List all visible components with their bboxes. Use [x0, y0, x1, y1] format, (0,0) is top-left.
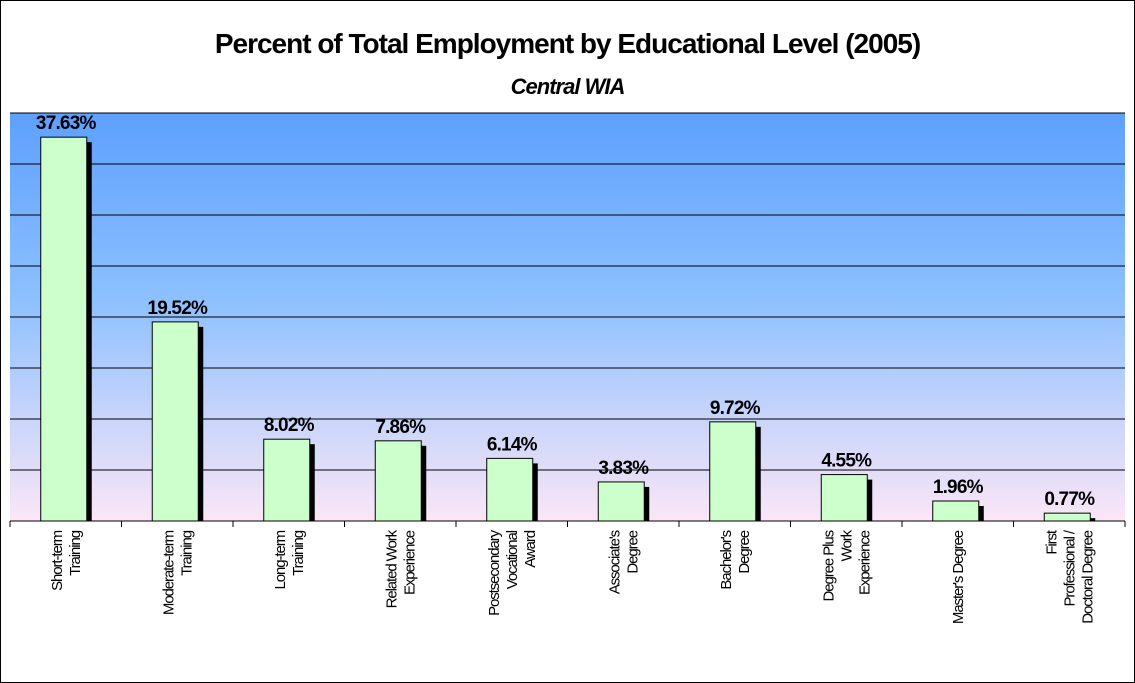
data-label: 4.55%: [821, 451, 872, 472]
bar: [486, 457, 534, 522]
data-label: 9.72%: [710, 398, 761, 419]
data-label: 1.96%: [933, 477, 984, 498]
category-label-line: Postsecondary: [486, 529, 503, 616]
bar: [151, 321, 199, 522]
category-label-line: Vocational: [504, 530, 521, 589]
bar: [709, 421, 757, 522]
category-label-line: Degree: [736, 530, 753, 573]
category-label-line: Experience: [401, 530, 418, 595]
category-label-line: Doctoral Degree: [1079, 530, 1096, 623]
category-label-line: Short-term: [49, 530, 66, 590]
data-label: 3.83%: [598, 458, 649, 479]
category-label: Postsecondary Vocational Award: [486, 529, 539, 616]
chart-subtitle: Central WIA: [510, 74, 626, 99]
bar: [374, 440, 422, 522]
data-label: 0.77%: [1044, 489, 1095, 510]
category-label-line: Degree: [624, 530, 641, 573]
data-label: 7.86%: [375, 417, 426, 438]
category-label: Master's Degree: [950, 530, 967, 624]
category-label-line: Bachelor's: [718, 530, 735, 589]
category-label: Bachelor's Degree: [718, 530, 753, 589]
chart-title: Percent of Total Employment by Education…: [214, 28, 921, 59]
category-label: Long-term Training: [272, 530, 307, 589]
category-label-line: First: [1043, 529, 1060, 555]
category-label-line: Professional /: [1061, 529, 1078, 606]
bar: [40, 136, 88, 522]
data-label: 19.52%: [147, 298, 208, 319]
category-label: First Professional / Doctoral Degree: [1043, 529, 1096, 624]
category-labels: Short-term Training Moderate-term Training L…: [49, 529, 1097, 624]
category-label-line: Experience: [856, 530, 873, 595]
bar: [932, 500, 980, 522]
category-label-line: Training: [178, 530, 195, 576]
bar: [263, 438, 311, 522]
category-label: Short-term Training: [49, 530, 84, 591]
category-label: Moderate-term Training: [160, 530, 195, 615]
bar: [1043, 512, 1091, 522]
value-labels: 37.63% 19.52% 8.02% 7.86% 6.14% 3.83% 9.72% 4.5…: [36, 113, 1096, 510]
category-label: Associate's Degree: [606, 530, 641, 594]
category-label-line: Long-term: [272, 530, 289, 589]
category-label: Related Work Experience: [383, 529, 418, 608]
category-label-line: Related Work: [383, 529, 400, 608]
category-label-line: Training: [290, 530, 307, 576]
data-label: 6.14%: [487, 434, 538, 455]
bar: [597, 481, 645, 522]
category-label-line: Work: [838, 529, 855, 561]
category-label-line: Degree Plus: [820, 530, 837, 601]
category-label-line: Associate's: [606, 530, 623, 594]
category-label-line: Award: [522, 530, 539, 568]
category-label: Degree Plus Work Experience: [820, 529, 873, 601]
data-label: 37.63%: [36, 113, 97, 134]
bar: [820, 474, 868, 522]
category-label-line: Master's Degree: [950, 530, 967, 624]
bars: [40, 136, 1096, 522]
data-label: 8.02%: [264, 415, 315, 436]
category-label-line: Moderate-term: [160, 530, 177, 615]
category-label-line: Training: [67, 530, 84, 576]
